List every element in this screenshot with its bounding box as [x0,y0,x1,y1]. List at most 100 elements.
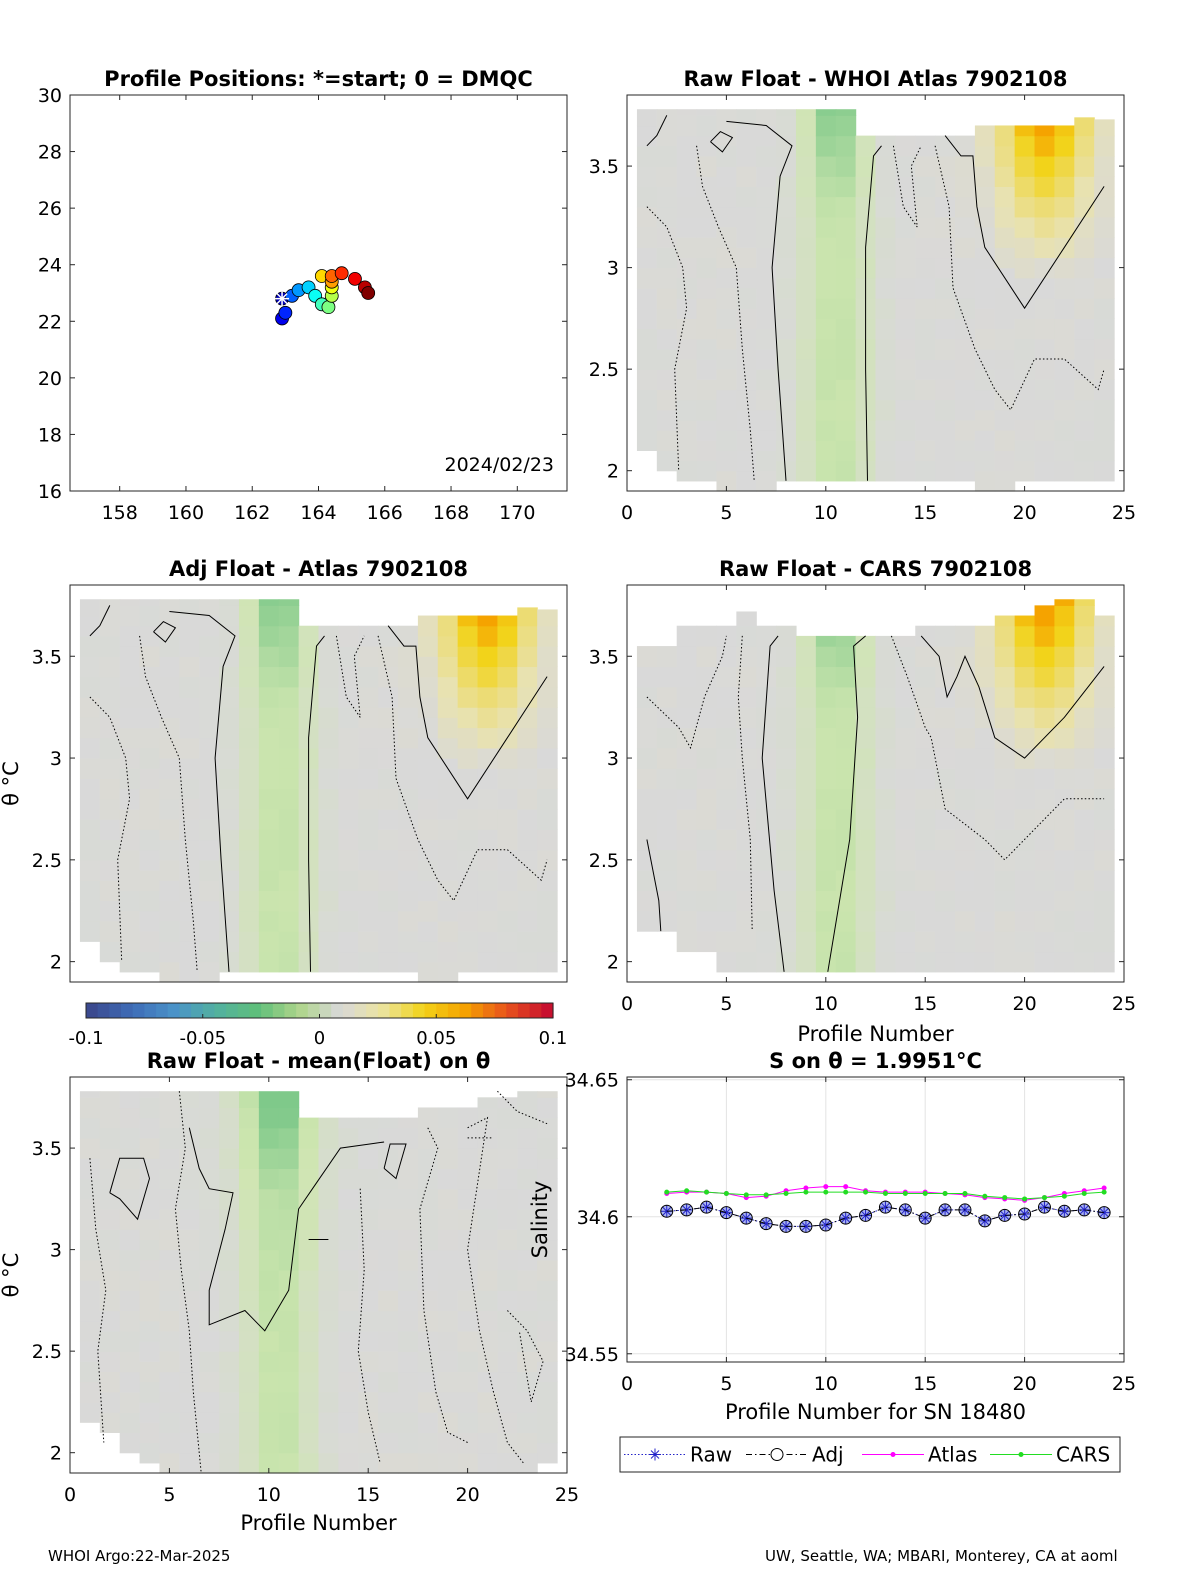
heatmap-cell [258,931,280,953]
heatmap-cell [219,1168,240,1190]
heatmap-cell [1094,666,1115,688]
heatmap-cell [875,298,896,319]
heatmap-cell [477,1412,499,1433]
heatmap-cell [855,666,877,688]
heatmap-cell [537,1198,558,1220]
heatmap-cell [915,237,936,259]
heatmap-cell [776,768,797,790]
heatmap-cell [537,849,558,871]
heatmap-cell [994,870,1016,891]
heatmap-cell [974,951,996,973]
heatmap-cell [974,430,996,451]
heatmap-cell [219,686,240,708]
heatmap-cell [935,646,956,668]
colorbar-segment [459,1003,472,1018]
heatmap-cell [338,951,359,973]
heatmap-cell [338,1412,359,1433]
heatmap-cell [915,849,936,871]
heatmap-cell [1014,931,1036,953]
heatmap-cell [417,1391,439,1413]
heatmap-cell [417,1290,439,1312]
heatmap-cell [437,1209,459,1230]
heatmap-cell [776,109,797,116]
heatmap-cell [1034,707,1056,729]
heatmap-cell [119,599,141,606]
heatmap-cell [676,155,698,177]
heatmap-cell [437,656,459,678]
heatmap-cell [1074,605,1095,627]
heatmap-cell [935,625,956,647]
heatmap-cell [835,216,857,238]
heatmap-cell [139,829,161,851]
heatmap-cell [716,206,737,228]
heatmap-cell [915,440,936,462]
heatmap-cell [1074,808,1095,830]
heatmap-cell [378,686,399,708]
heatmap-cell [1054,318,1075,340]
heatmap-cell [358,1310,379,1332]
heatmap-cell [457,727,479,749]
heatmap-cell [974,227,996,248]
raw-cars-xtick-label: 20 [1013,993,1037,1015]
heatmap-cell [119,1391,141,1413]
heatmap-cell [795,666,817,688]
heatmap-cell [676,216,698,238]
heatmap-cell [278,808,300,830]
heatmap-cell [756,666,777,688]
heatmap-cell [955,257,976,279]
heatmap-cell [517,1310,538,1332]
heatmap-cell [477,1371,499,1393]
heatmap-cell [199,798,220,820]
heatmap-cell [258,1432,280,1454]
heatmap-cell [159,1209,180,1230]
heatmap-cell [875,318,896,340]
salinity-ytick-label: 34.65 [565,1070,619,1092]
heatmap-cell [716,666,737,688]
heatmap-cell [199,778,220,800]
heatmap-cell [99,1269,121,1291]
heatmap-cell [776,135,797,157]
heatmap-cell [219,890,240,912]
colorbar-segment [412,1003,426,1018]
heatmap-cell [895,298,916,319]
heatmap-cell [815,359,837,380]
profile-position-point [334,266,349,281]
heatmap-cell [139,1422,161,1444]
heatmap-cell [179,1371,200,1393]
heatmap-cell [457,1249,479,1271]
heatmap-cell [756,808,777,830]
heatmap-cell [875,460,896,482]
heatmap-cell [1074,686,1095,708]
heatmap-cell [318,1351,339,1373]
heatmap-cell [795,768,817,790]
heatmap-cell [776,298,797,319]
heatmap-cell [776,727,797,749]
heatmap-cell [974,646,996,668]
heatmap-cell [258,1351,280,1373]
heatmap-cell [199,635,220,657]
heatmap-cell [875,419,896,441]
heatmap-cell [179,1290,200,1312]
heatmap-cell [477,1310,499,1332]
heatmap-cell [756,308,777,330]
heatmap-cell [159,615,180,637]
heatmap-cell [1014,196,1036,218]
heatmap-cell [159,920,180,942]
heatmap-cell [537,609,558,627]
heatmap-cell [119,686,141,708]
heatmap-cell [437,920,459,942]
heatmap-cell [676,338,698,360]
colorbar-segment [214,1003,227,1018]
heatmap-cell [159,1188,180,1210]
heatmap-cell [457,1209,479,1230]
heatmap-cell [994,389,1016,411]
heatmap-cell [1054,460,1075,482]
heatmap-cell [258,1209,280,1230]
heatmap-cell [258,666,280,688]
heatmap-cell [776,379,797,401]
heatmap-cell [457,951,479,973]
heatmap-cell [815,707,837,729]
raw-mean-xtick-label: 20 [456,1484,480,1506]
adj-point [779,1219,793,1233]
heatmap-cell [656,450,678,472]
